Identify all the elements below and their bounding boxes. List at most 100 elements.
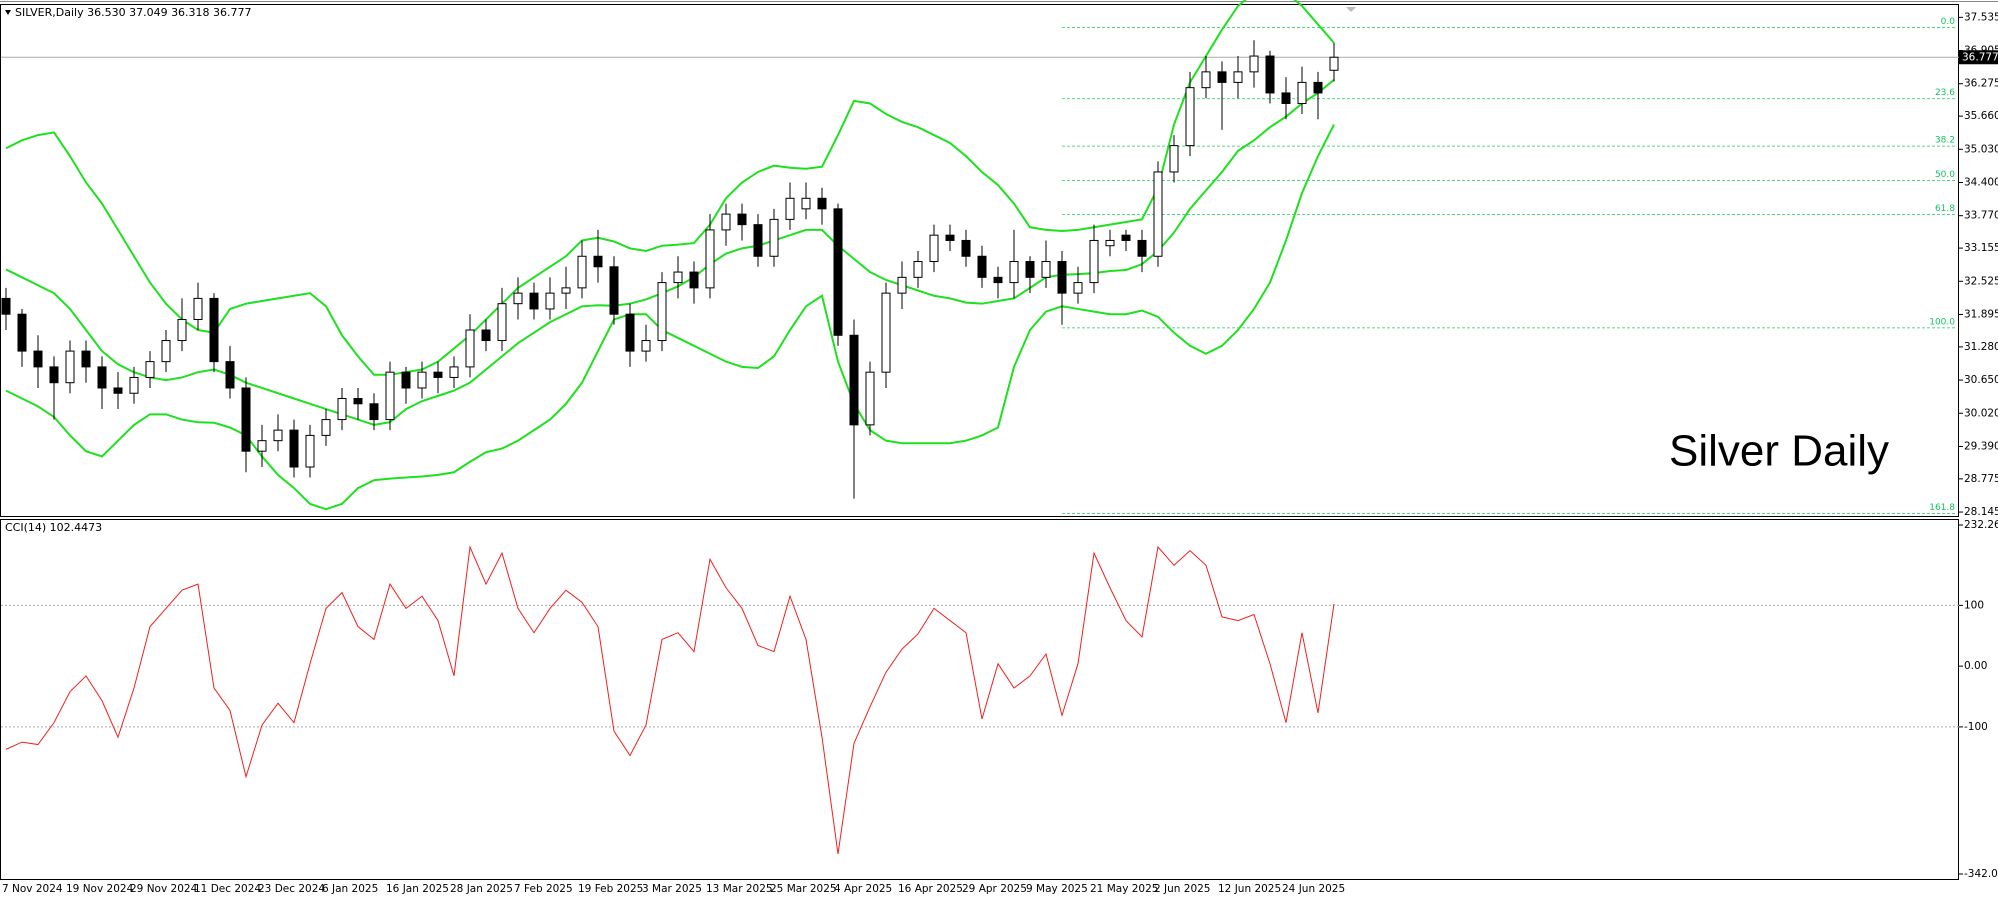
y-tick-label: 31.280	[1964, 341, 1998, 353]
candle-body	[689, 271, 699, 289]
x-tick-label: 19 Nov 2024	[66, 883, 134, 895]
candle-body	[561, 287, 571, 294]
candle-body	[1153, 171, 1163, 257]
x-tick-label: 29 Nov 2024	[130, 883, 198, 895]
candle-body	[753, 224, 763, 257]
y-tick-label: 0.00	[1964, 660, 1987, 672]
x-tick-label: 29 Apr 2025	[962, 883, 1027, 895]
y-tick-label: 30.020	[1964, 407, 1998, 419]
fib-label: 161.8	[1929, 503, 1955, 513]
candle-body	[721, 213, 731, 231]
y-tick-label: 28.145	[1964, 506, 1998, 518]
fib-label: 61.8	[1935, 204, 1955, 214]
fib-label: 0.0	[1941, 17, 1956, 27]
candle-body	[17, 313, 27, 352]
x-tick-label: 25 Mar 2025	[770, 883, 837, 895]
candle-body	[577, 255, 587, 289]
candle-body	[1073, 282, 1083, 294]
y-tick-label: 33.155	[1964, 242, 1998, 254]
cci-line	[5, 545, 1335, 854]
candle-body	[1249, 55, 1259, 73]
y-tick-label: 32.525	[1964, 275, 1998, 287]
fib-label: 38.2	[1935, 136, 1955, 146]
x-tick-label: 3 Mar 2025	[642, 883, 702, 895]
candle-body	[625, 313, 635, 352]
candle-body	[1137, 239, 1147, 257]
candle-body	[737, 213, 747, 226]
candle-body	[33, 350, 43, 368]
last-price-label: 36.777	[1962, 51, 1998, 63]
chart-title: SILVER,Daily 36.530 37.049 36.318 36.777	[15, 6, 252, 19]
candle-body	[289, 429, 299, 468]
band-lower	[5, 124, 1335, 511]
candle-body	[945, 234, 955, 241]
fib-label: 100.0	[1929, 317, 1955, 327]
candle-body	[849, 334, 859, 426]
y-tick-label: 100	[1964, 599, 1984, 611]
x-tick-label: 24 Jun 2025	[1282, 883, 1345, 895]
x-tick-label: 9 May 2025	[1026, 883, 1088, 895]
candle-body	[897, 276, 907, 294]
candle-body	[609, 266, 619, 315]
candle-body	[1169, 145, 1179, 173]
candle-body	[433, 371, 443, 378]
x-tick-label: 21 May 2025	[1090, 883, 1158, 895]
candle-body	[1105, 239, 1115, 247]
y-tick-label: -342.065	[1964, 868, 1998, 880]
candle-body	[1265, 55, 1275, 94]
candle-body	[145, 361, 155, 378]
y-tick-label: 28.775	[1964, 473, 1998, 485]
y-tick-label: -100	[1964, 721, 1988, 733]
indicator-title: CCI(14) 102.4473	[5, 521, 102, 534]
candle-body	[1, 297, 11, 315]
candle-body	[321, 419, 331, 436]
candle-body	[641, 340, 651, 352]
candle-body	[1121, 234, 1131, 241]
candle-body	[1297, 81, 1307, 104]
price-panel	[0, 4, 1959, 517]
candle-body	[305, 434, 315, 468]
candle-body	[353, 398, 363, 405]
candle-body	[1057, 261, 1067, 294]
band-middle	[5, 78, 1335, 426]
candle-body	[913, 261, 923, 278]
candle-body	[1009, 261, 1019, 284]
candle-body	[673, 271, 683, 284]
candle-body	[449, 366, 459, 378]
candle-body	[961, 239, 971, 257]
candle-body	[209, 297, 219, 363]
candle-body	[1201, 71, 1211, 89]
candle-body	[1329, 56, 1339, 71]
candle-body	[465, 329, 475, 368]
candle-body	[1041, 261, 1051, 278]
candle-body	[657, 282, 667, 342]
candle-body	[129, 376, 139, 394]
candle-body	[545, 292, 555, 310]
candle-body	[1233, 71, 1243, 83]
candle-body	[225, 361, 235, 389]
candle-body	[497, 303, 507, 342]
band-upper	[5, 0, 1335, 376]
x-tick-label: 7 Feb 2025	[514, 883, 573, 895]
x-tick-label: 16 Jan 2025	[386, 883, 449, 895]
x-tick-label: 2 Jun 2025	[1154, 883, 1210, 895]
candle-body	[513, 292, 523, 305]
candle-body	[97, 366, 107, 389]
y-tick-label: 33.770	[1964, 210, 1998, 222]
x-tick-label: 13 Mar 2025	[706, 883, 773, 895]
candle-body	[369, 403, 379, 421]
candle-body	[977, 255, 987, 278]
fib-label: 50.0	[1935, 170, 1955, 180]
candle-body	[833, 208, 843, 336]
y-tick-label: 37.535	[1964, 11, 1998, 23]
candle-body	[193, 297, 203, 320]
x-tick-label: 11 Dec 2024	[194, 883, 261, 895]
candle-body	[49, 366, 59, 384]
candle-body	[529, 292, 539, 310]
candle-body	[417, 371, 427, 389]
candle-body	[993, 276, 1003, 284]
candle-body	[481, 329, 491, 342]
candle-body	[1217, 71, 1227, 83]
